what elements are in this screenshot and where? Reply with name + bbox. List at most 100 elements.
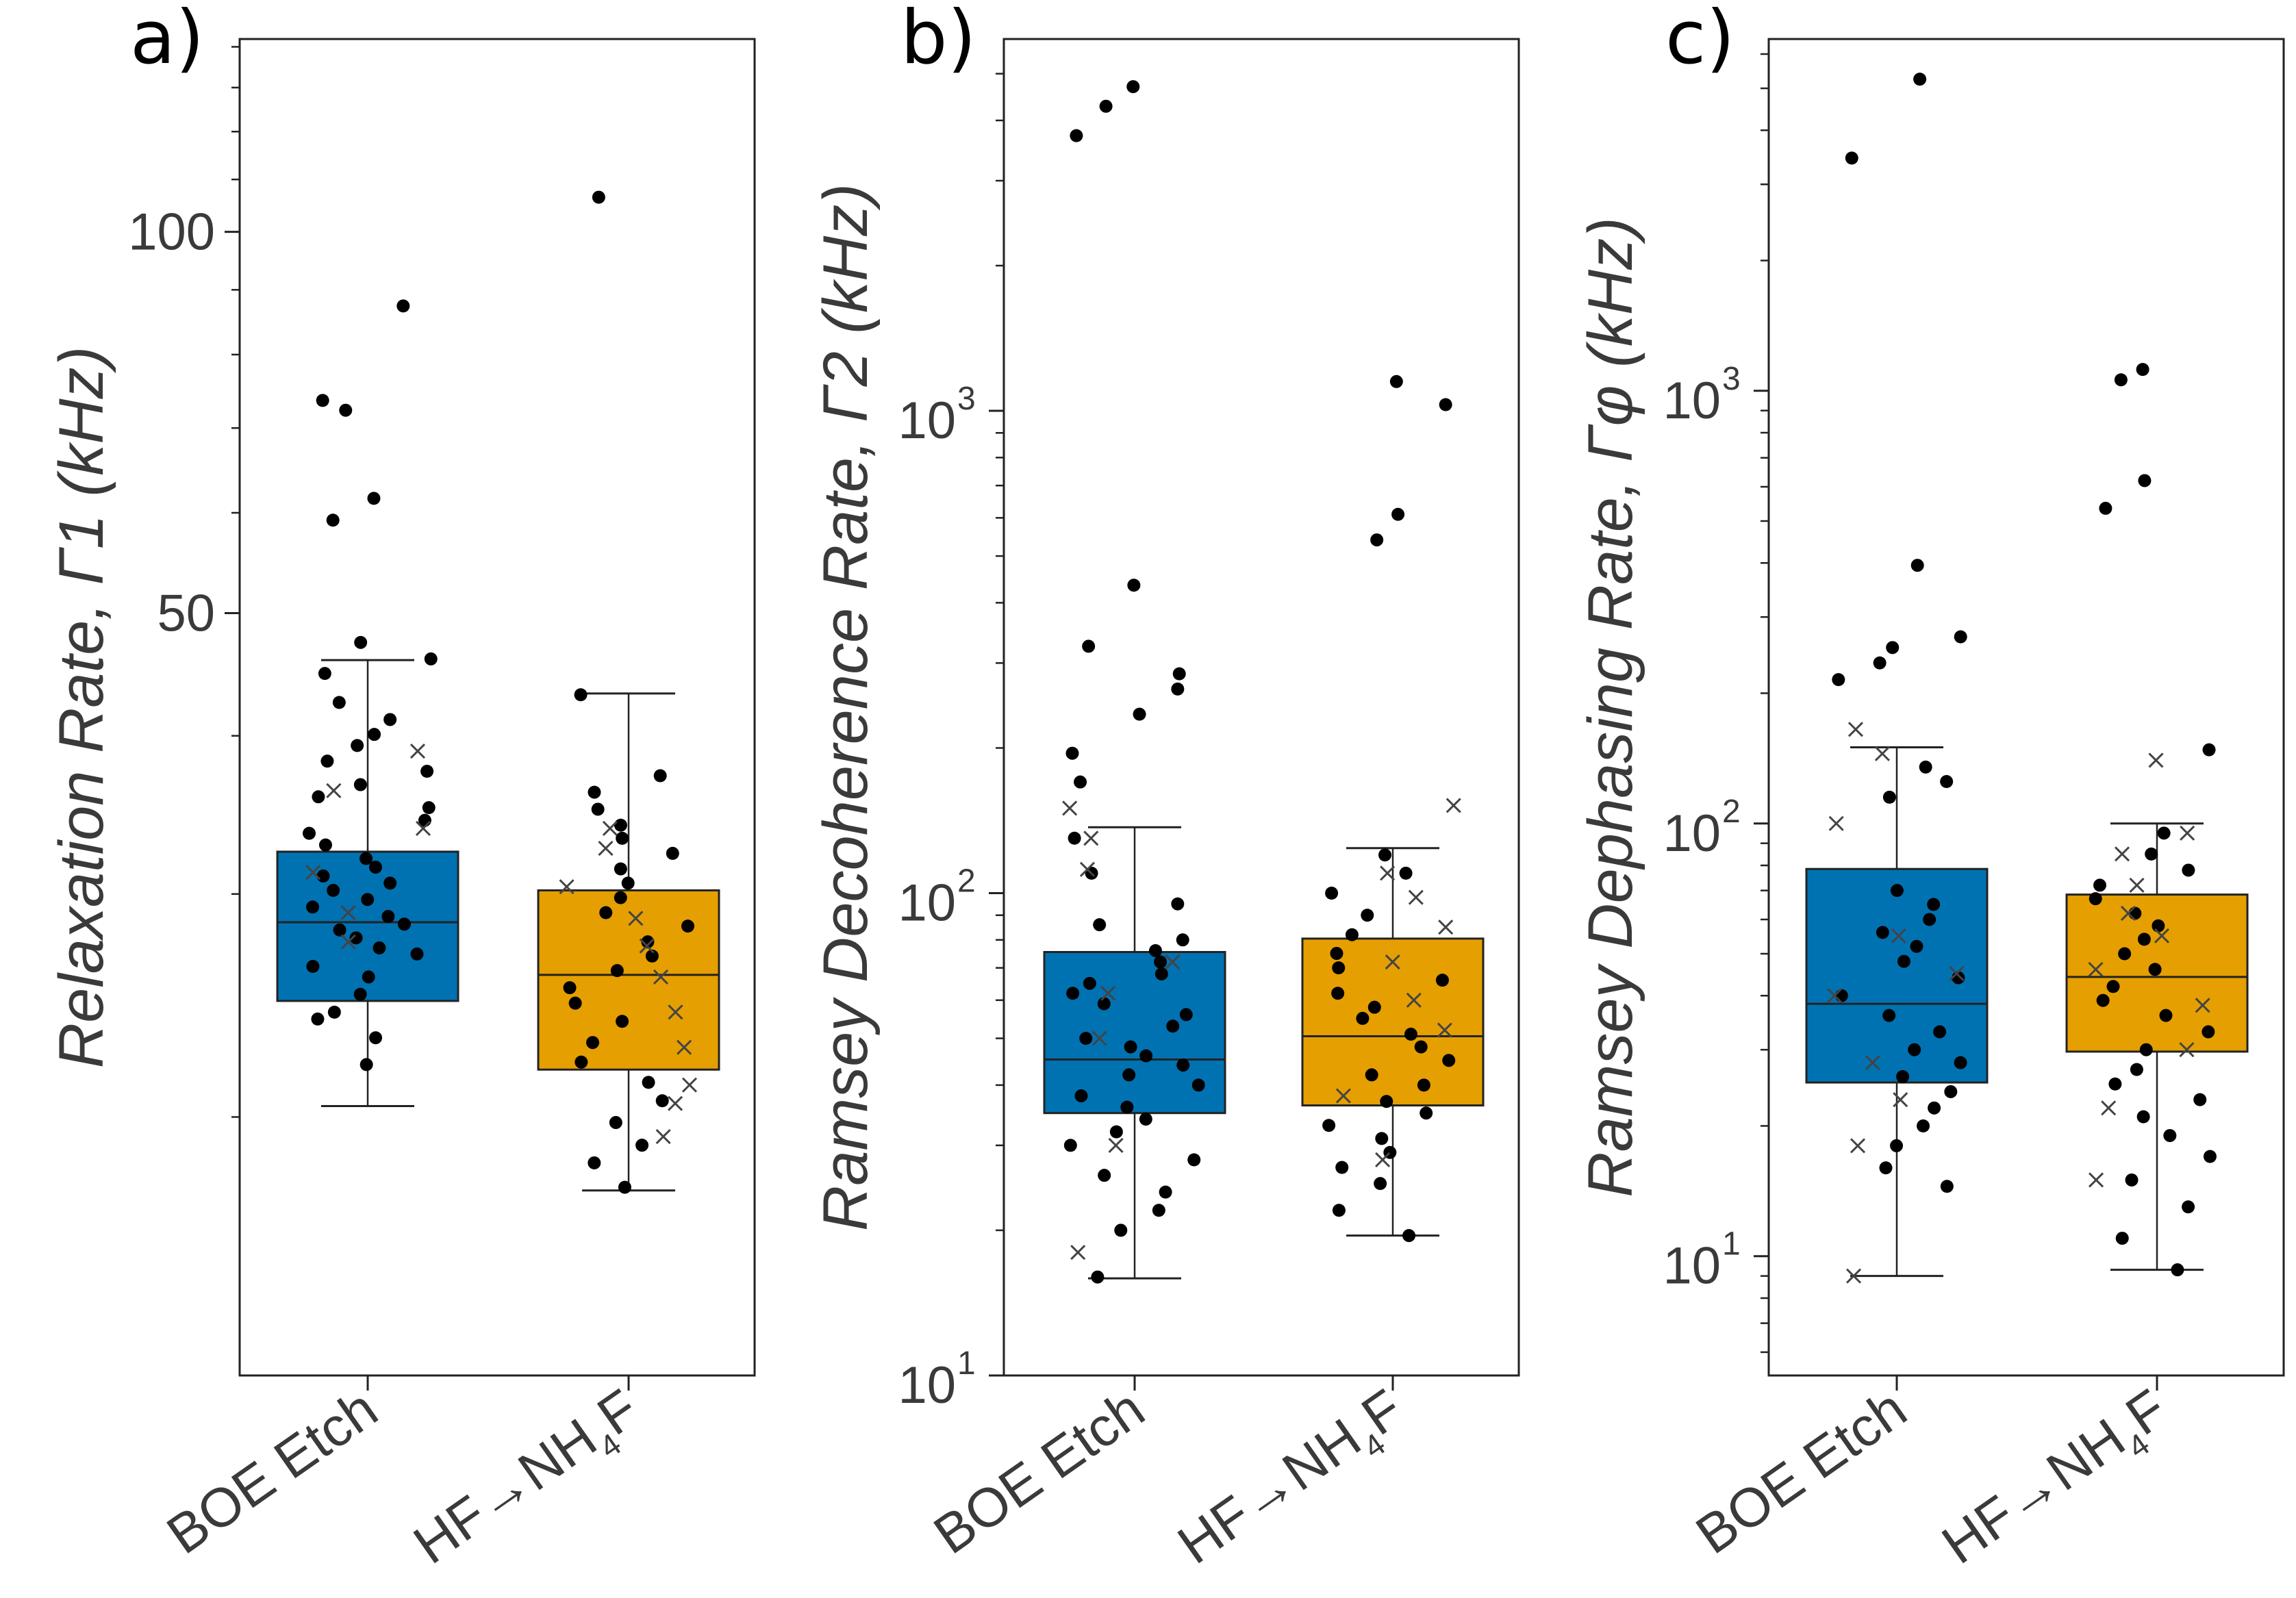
data-point [563,981,577,995]
data-point [2152,919,2165,933]
data-point-cross [1092,1030,1107,1046]
data-point-cross [1845,1268,1862,1284]
data-point [2114,373,2128,387]
data-point-cross [559,879,575,895]
data-point-cross [409,744,426,759]
data-point-cross [2120,905,2136,922]
data-point [361,893,375,906]
data-point [1897,954,1910,968]
data-point-cross [1100,985,1116,1001]
data-point [574,688,588,702]
data-point [666,846,679,860]
tick-label: 10 [898,392,956,450]
data-point [1954,1056,1967,1069]
data-point [1882,790,1896,804]
data-point [621,876,635,890]
data-point [575,1055,588,1069]
data-point [1370,533,1384,547]
data-point [424,652,438,665]
data-point [1098,1169,1111,1182]
data-point-cross [1437,1022,1452,1038]
data-point [1099,99,1113,113]
data-point [592,190,605,204]
data-point [1063,1139,1077,1152]
data-point [2148,963,2162,976]
data-point [2136,1110,2150,1124]
data-point [616,831,629,845]
data-point-cross [1847,722,1864,737]
data-point [653,769,667,783]
data-point [1091,1270,1105,1284]
data-point [1127,579,1141,592]
data-point-cross [2101,1100,2117,1116]
data-point-cross [1083,830,1099,846]
data-point [588,785,601,799]
data-point-cross [2129,877,2145,893]
data-point [1171,682,1185,696]
data-point [614,818,627,832]
data-point [1917,1119,1930,1132]
data-point [306,960,320,974]
data-point [1176,1058,1190,1072]
data-point [1166,1019,1180,1033]
data-point [1439,398,1452,411]
data-point [568,996,582,1010]
data-point [2202,1025,2215,1039]
plot-frame [238,38,756,1377]
data-point [1896,1069,1910,1083]
box-boe-etch [276,299,459,1108]
data-point [1068,831,1081,845]
tick-label-exponent: 1 [957,1345,976,1382]
data-point [2157,826,2171,840]
data-point [368,861,382,874]
data-point [2115,1232,2129,1245]
data-point [642,1076,655,1089]
data-point [1325,887,1339,900]
data-point [1171,897,1185,911]
tick-label-exponent: 2 [1722,794,1741,830]
data-point [2130,1063,2143,1076]
data-point [312,790,325,804]
data-point [1886,641,1900,655]
data-point [1913,73,1927,86]
tick-label-exponent: 3 [1722,361,1741,397]
data-point [349,931,363,945]
data-point [1919,760,1932,774]
data-point [353,778,367,791]
data-point [1404,1028,1417,1041]
data-point [1374,1177,1387,1191]
data-point [1890,1139,1904,1152]
data-point [1378,848,1392,862]
data-point [2203,1150,2217,1163]
data-point-cross [668,1004,683,1020]
panel-label: c) [1665,0,1735,81]
data-point [2128,906,2142,920]
data-point [1074,1089,1088,1103]
data-point-cross [305,865,321,880]
data-point [1834,989,1848,1002]
data-point [333,923,346,937]
data-point [326,513,340,527]
data-point [1367,1000,1381,1014]
data-point-cross [340,934,356,950]
data-point [1380,1095,1393,1108]
data-point [1873,656,1887,670]
data-point [1330,947,1343,961]
data-point-cross [1828,815,1844,831]
data-point-cross [655,1129,671,1145]
data-point-cross [326,783,342,798]
data-point-cross [1079,861,1096,877]
box-iqr [537,889,720,1071]
category-label: BOE Etch [923,1378,1155,1565]
category-label: BOE Etch [156,1378,388,1565]
data-point [327,1005,341,1019]
y-axis-label: Relaxation Rate, Γ1 (kHz) [47,346,116,1069]
tick-label: 10 [898,1356,956,1415]
data-point [1927,898,1941,911]
data-point [1074,775,1087,789]
data-point [422,801,436,815]
data-point [1375,1132,1389,1145]
data-point [1933,1025,1947,1039]
data-point [1399,866,1413,880]
data-point [641,935,655,949]
